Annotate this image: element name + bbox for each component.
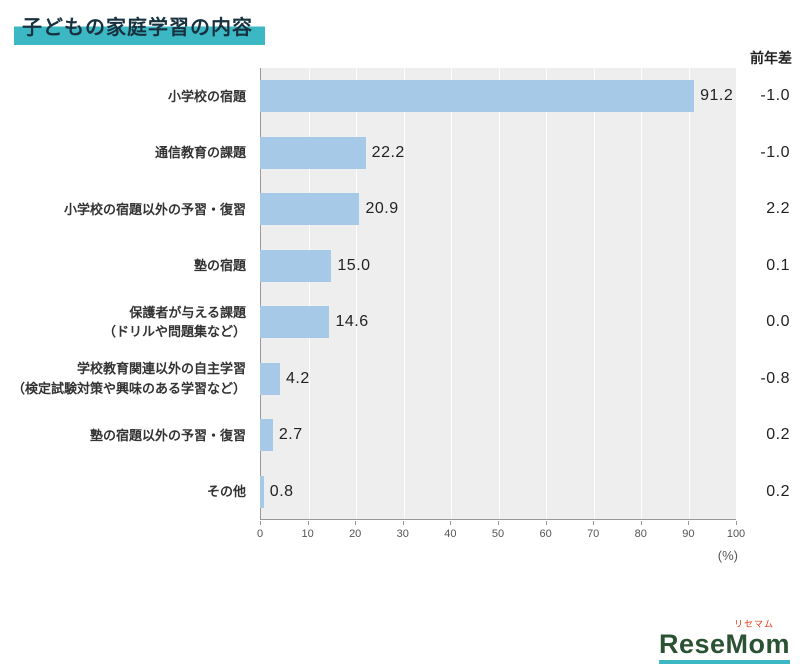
- diff-value: 0.0: [766, 313, 790, 331]
- bar-row: 91.2: [260, 68, 736, 125]
- category-label: 保護者が与える課題 （ドリルや問題集など）: [102, 304, 246, 340]
- bar-row: 20.9: [260, 181, 736, 238]
- x-tick-mark: [640, 521, 642, 525]
- x-tick-label: 40: [444, 528, 457, 540]
- x-tick-mark: [736, 521, 737, 525]
- x-tick-label: 30: [396, 528, 409, 540]
- x-tick-label: 70: [587, 528, 600, 540]
- bar-value-label: 91.2: [700, 87, 734, 105]
- bar: [260, 306, 330, 338]
- bars-layer: 91.2 22.2 20.9 15.0 14.6 4.2 2.7 0.8: [260, 68, 736, 520]
- diff-value: -0.8: [760, 369, 790, 387]
- gridline: [451, 68, 452, 519]
- gridline: [308, 68, 310, 519]
- x-tick-label: 20: [349, 528, 362, 540]
- gridline: [688, 68, 690, 519]
- gridline: [593, 68, 595, 519]
- bar-value-label: 22.2: [371, 143, 405, 161]
- bar-row: 22.2: [260, 125, 736, 182]
- chart-title: 子どもの家庭学習の内容: [14, 8, 265, 45]
- logo-ruby-text: リセマム: [733, 618, 774, 629]
- x-tick-label: 60: [539, 528, 552, 540]
- x-tick-label: 90: [682, 528, 695, 540]
- x-tick-mark: [498, 521, 499, 525]
- x-tick-label: 10: [301, 528, 314, 540]
- category-labels: 小学校の宿題通信教育の課題小学校の宿題以外の予習・復習塾の宿題保護者が与える課題…: [0, 68, 254, 520]
- x-tick-label: 50: [491, 528, 505, 540]
- bar-value-label: 2.7: [278, 426, 303, 444]
- bar-row: 0.8: [260, 464, 736, 521]
- category-label: その他: [206, 484, 246, 499]
- bar-row: 2.7: [260, 407, 736, 464]
- x-tick-mark: [355, 521, 357, 525]
- diff-value: 0.2: [766, 482, 790, 500]
- bar-row: 4.2: [260, 351, 736, 408]
- x-tick-mark: [688, 521, 690, 525]
- bar-row: 15.0: [260, 238, 736, 295]
- bar: [260, 193, 360, 225]
- bar: [260, 362, 280, 395]
- x-tick-label: 100: [726, 528, 746, 540]
- x-axis: 0 10 20 30 40 50 60 70 80 90 100: [256, 521, 745, 547]
- diff-value: -1.0: [760, 87, 790, 105]
- title-wrap: 子どもの家庭学習の内容: [14, 8, 265, 45]
- category-label: 学校教育関連以外の自主学習 （検定試験対策や興味のある学習など）: [11, 361, 246, 396]
- bar-row: 14.6: [260, 294, 736, 351]
- gridline: [641, 68, 642, 519]
- x-tick-mark: [450, 521, 452, 525]
- gridline: [403, 68, 405, 519]
- x-tick-label: 0: [256, 528, 264, 540]
- logo-underline: [658, 660, 790, 664]
- x-tick-mark: [593, 521, 595, 525]
- category-label: 塾の宿題: [193, 258, 246, 273]
- bar-value-label: 14.6: [335, 313, 369, 331]
- bar: [260, 80, 695, 112]
- resemom-logo: リセマム ReseMom: [658, 618, 790, 664]
- diff-value: 0.1: [766, 256, 790, 274]
- category-label: 塾の宿題以外の予習・復習: [89, 427, 246, 443]
- logo-text: ReseMom: [658, 628, 790, 659]
- x-tick-mark: [307, 521, 309, 525]
- bar: [260, 475, 264, 508]
- category-label: 小学校の宿題: [167, 88, 246, 104]
- gridline: [546, 68, 547, 519]
- bar-value-label: 15.0: [337, 256, 371, 274]
- diff-value: 0.2: [766, 426, 790, 444]
- diff-column: -1.0 -1.0 2.2 0.1 0.0 -0.8 0.2 0.2: [736, 68, 798, 520]
- unit-label: (%): [717, 548, 738, 563]
- bar-value-label: 0.8: [269, 482, 294, 500]
- bar: [260, 136, 366, 169]
- x-tick-mark: [260, 521, 261, 525]
- gridline: [356, 68, 357, 519]
- x-tick-mark: [402, 521, 404, 525]
- diff-column-header: 前年差: [750, 50, 792, 66]
- x-tick-mark: [545, 521, 547, 525]
- category-label: 通信教育の課題: [154, 145, 246, 160]
- gridline: [498, 68, 500, 519]
- bar-value-label: 20.9: [365, 200, 399, 218]
- category-label: 小学校の宿題以外の予習・復習: [63, 201, 246, 217]
- bar: [260, 249, 332, 282]
- bar: [260, 419, 273, 451]
- diff-value: -1.0: [760, 143, 790, 161]
- gridline: [736, 68, 737, 519]
- bar-value-label: 4.2: [285, 369, 310, 387]
- diff-value: 2.2: [766, 200, 790, 218]
- x-tick-label: 80: [634, 528, 647, 540]
